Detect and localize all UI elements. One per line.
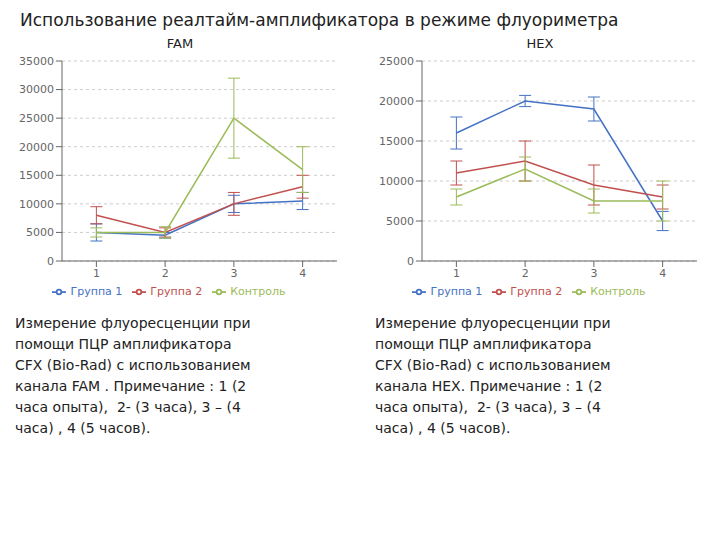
html-text:Группа 2: Группа 2 — [150, 285, 203, 298]
svg-text:25000: 25000 — [19, 112, 54, 125]
svg-text:20000: 20000 — [19, 141, 54, 154]
svg-text:35000: 35000 — [19, 55, 54, 68]
svg-text:3: 3 — [230, 267, 237, 280]
html-text:Группа 1: Группа 1 — [70, 285, 123, 298]
html-text:FAM: FAM — [166, 36, 194, 51]
html-text:HEX: HEX — [526, 36, 554, 51]
svg-text:15000: 15000 — [19, 169, 54, 182]
html-text:Группа 1: Группа 1 — [430, 285, 483, 298]
html-text:Группа 2: Группа 2 — [510, 285, 563, 298]
svg-text:10000: 10000 — [379, 175, 414, 188]
svg-text:2: 2 — [161, 267, 168, 280]
html-text:Измерение флуоресценции при: Измерение флуоресценции при — [15, 315, 251, 331]
svg-text:5000: 5000 — [26, 226, 54, 239]
svg-text:4: 4 — [659, 267, 666, 280]
html-text:часа опыта), 2- (3 часа), 3 –: часа опыта), 2- (3 часа), 3 – (4 — [15, 399, 241, 415]
svg-text:10000: 10000 — [19, 198, 54, 211]
html-text:Использование реалтайм-амплифи: Использование реалтайм-амплификатора в р… — [20, 10, 619, 30]
svg-text:30000: 30000 — [19, 83, 54, 96]
svg-text:4: 4 — [299, 267, 306, 280]
svg-text:3: 3 — [590, 267, 597, 280]
html-text:помощи ПЦР амплификатора: помощи ПЦР амплификатора — [375, 336, 592, 352]
html-text:часа опыта), 2- (3 часа), 3 –: часа опыта), 2- (3 часа), 3 – (4 — [375, 399, 601, 415]
svg-text:2: 2 — [521, 267, 528, 280]
html-text:часа) , 4 (5 часов).: часа) , 4 (5 часов). — [15, 420, 151, 436]
html-text:помощи ПЦР амплификатора: помощи ПЦР амплификатора — [15, 336, 232, 352]
html-text:канала FAM . Примечание : 1 (2: канала FAM . Примечание : 1 (2 — [15, 378, 247, 394]
svg-text:0: 0 — [47, 255, 54, 268]
html-text:CFX (Bio-Rad) с использованием: CFX (Bio-Rad) с использованием — [15, 357, 251, 373]
svg-text:15000: 15000 — [379, 135, 414, 148]
html-text:Измерение флуоресценции при: Измерение флуоресценции при — [375, 315, 611, 331]
svg-text:1: 1 — [452, 267, 459, 280]
html-text:CFX (Bio-Rad) с использованием: CFX (Bio-Rad) с использованием — [375, 357, 611, 373]
html-text:Контроль: Контроль — [590, 285, 646, 298]
html-text:канала HEX. Примечание : 1 (2: канала HEX. Примечание : 1 (2 — [375, 378, 603, 394]
svg-text:0: 0 — [407, 255, 414, 268]
html-text:часа) , 4 (5 часов).: часа) , 4 (5 часов). — [375, 420, 511, 436]
svg-text:25000: 25000 — [379, 55, 414, 68]
html-text:Контроль: Контроль — [230, 285, 286, 298]
svg-text:5000: 5000 — [386, 215, 414, 228]
svg-text:1: 1 — [92, 267, 99, 280]
svg-text:20000: 20000 — [379, 95, 414, 108]
